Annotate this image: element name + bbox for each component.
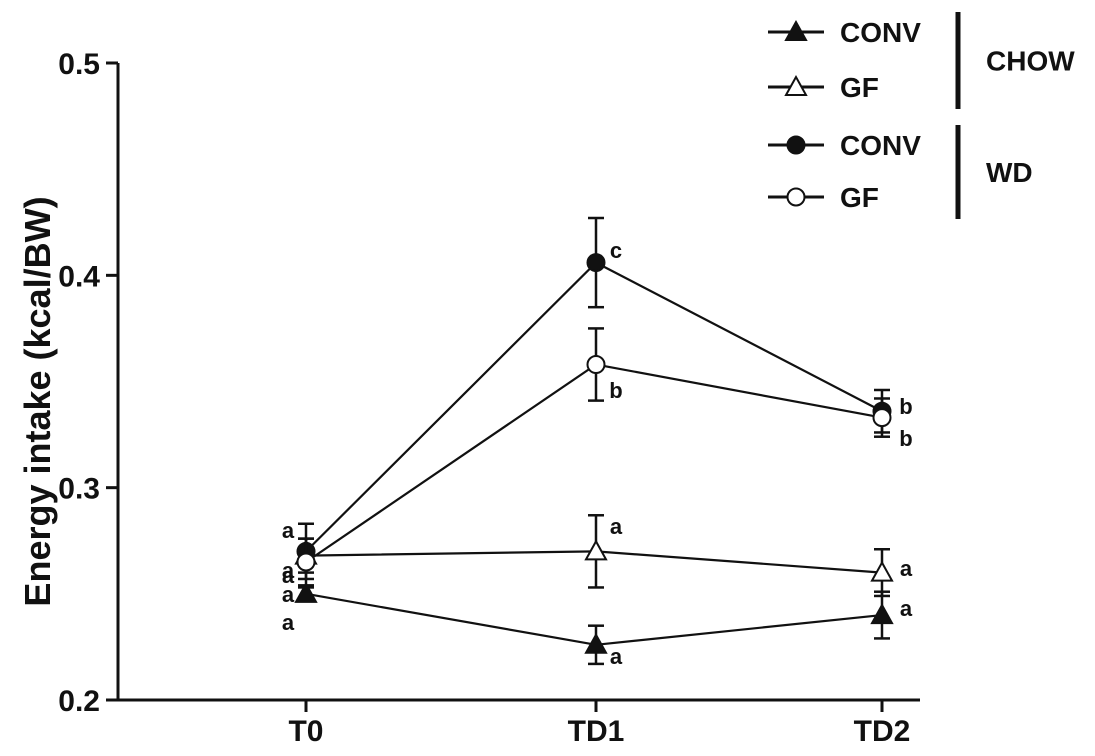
legend-group-label: WD (986, 157, 1033, 188)
significance-label: a (282, 558, 295, 583)
data-point (870, 560, 894, 582)
series-wd-conv (296, 216, 892, 581)
series-chow-gf (294, 514, 894, 598)
data-point (872, 408, 892, 428)
legend-marker (784, 74, 808, 96)
legend-marker (786, 135, 806, 155)
y-tick-label: 0.3 (58, 473, 100, 506)
significance-label: a (900, 596, 913, 621)
significance-label: b (899, 394, 912, 419)
data-point (586, 355, 606, 375)
data-point (294, 581, 318, 603)
legend-group-wd: CONV GF WD (768, 125, 1033, 219)
legend-marker (786, 187, 806, 207)
significance-label: a (900, 556, 913, 581)
legend-label: GF (840, 182, 879, 213)
series-wd-gf (296, 327, 892, 587)
data-point (584, 632, 608, 654)
data-point (584, 539, 608, 561)
significance-label: a (282, 518, 295, 543)
significance-label: b (609, 378, 622, 403)
series-line (305, 261, 883, 553)
significance-label: a (610, 514, 623, 539)
x-tick-label: TD2 (854, 715, 911, 748)
data-point (296, 552, 316, 572)
significance-label: c (610, 238, 622, 263)
y-tick-label: 0.4 (58, 260, 100, 293)
y-tick-label: 0.5 (58, 48, 100, 81)
legend-marker (784, 19, 808, 41)
y-tick-label: 0.2 (58, 685, 100, 718)
significance-label: a (282, 582, 295, 607)
legend: CONV GF CHOW CONV GF WD (768, 12, 1075, 219)
significance-label: a (282, 563, 295, 588)
x-tick-label: TD1 (568, 715, 625, 748)
legend-group-label: CHOW (986, 46, 1075, 77)
x-tick-label: T0 (288, 715, 323, 748)
legend-label: CONV (840, 17, 921, 48)
legend-label: CONV (840, 130, 921, 161)
significance-label: b (899, 426, 912, 451)
legend-group-chow: CONV GF CHOW (768, 12, 1075, 109)
data-point (870, 603, 894, 625)
significance-label: a (610, 644, 623, 669)
data-point (586, 253, 606, 273)
series-line (305, 363, 883, 563)
y-axis-label: Energy intake (kcal/BW) (17, 196, 58, 606)
series-layer (294, 216, 894, 666)
axes: 0.2 0.3 0.4 0.5 T0 TD1 TD2 Energy intake (kcal/… (17, 48, 920, 748)
legend-label: GF (840, 72, 879, 103)
series-chow-conv (294, 581, 894, 666)
significance-label: a (282, 610, 295, 635)
